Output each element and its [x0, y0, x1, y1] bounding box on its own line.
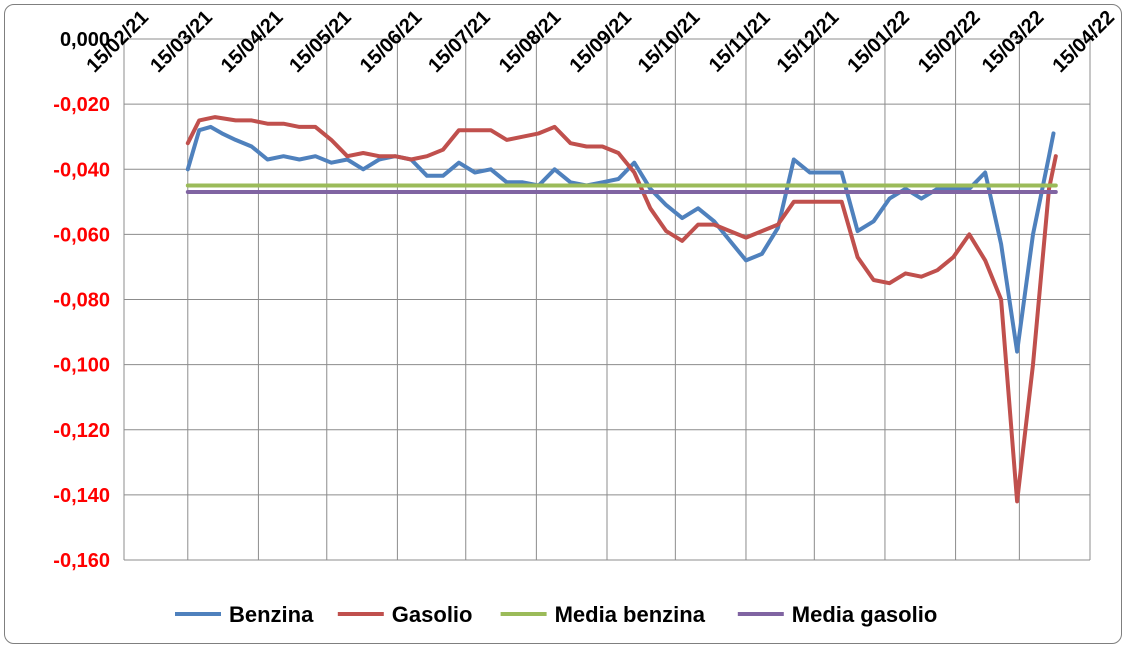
x-tick-label-group: 15/03/21 [146, 6, 217, 77]
y-tick-label: -0,080 [53, 290, 110, 312]
x-tick-label: 15/03/21 [146, 6, 217, 77]
legend-label: Benzina [229, 602, 314, 627]
x-tick-label-group: 15/06/21 [356, 6, 427, 77]
x-tick-label: 15/08/21 [495, 6, 566, 77]
x-tick-label: 15/10/21 [634, 6, 705, 77]
x-tick-label-group: 15/03/22 [978, 6, 1049, 77]
series-line-gasolio [185, 115, 1058, 504]
y-tick-label: 0,000 [60, 29, 110, 51]
x-tick-label-group: 15/04/21 [217, 6, 288, 77]
y-tick-label: -0,160 [53, 550, 110, 572]
x-tick-label: 15/03/22 [978, 6, 1049, 77]
x-tick-label-group: 15/10/21 [634, 6, 705, 77]
legend: Benzina Gasolio Media benzina Media gasolio [175, 602, 937, 627]
legend-label: Media gasolio [792, 602, 937, 627]
x-tick-label-group: 15/05/21 [285, 6, 356, 77]
x-tick-label-group: 15/02/22 [914, 6, 985, 77]
series-line-benzina [185, 124, 1056, 354]
x-tick-label: 15/11/21 [705, 7, 775, 77]
y-tick-label: -0,040 [53, 159, 110, 181]
y-tick-label: -0,120 [53, 420, 110, 442]
x-tick-label-group: 15/11/21 [705, 7, 775, 77]
grid-layer [123, 38, 1091, 561]
x-tick-label: 15/06/21 [356, 6, 427, 77]
x-tick-label-group: 15/04/22 [1048, 6, 1119, 77]
x-tick-label: 15/04/21 [217, 6, 288, 77]
legend-label: Gasolio [392, 602, 473, 627]
x-tick-label-group: 15/12/21 [773, 6, 844, 77]
x-tick-label-group: 15/01/22 [843, 6, 914, 77]
x-tick-label: 15/04/22 [1048, 6, 1119, 77]
y-tick-label: -0,140 [53, 485, 110, 507]
x-tick-label-group: 15/07/21 [424, 6, 495, 77]
chart-frame [4, 4, 1122, 644]
x-tick-label: 15/02/22 [914, 6, 985, 77]
x-tick-label-group: 15/09/21 [565, 6, 636, 77]
x-tick-label: 15/09/21 [565, 6, 636, 77]
x-tick-label: 15/07/21 [424, 6, 495, 77]
y-tick-label: -0,060 [53, 224, 110, 246]
y-tick-label: -0,020 [53, 94, 110, 116]
legend-label: Media benzina [555, 602, 706, 627]
x-tick-label-group: 15/08/21 [495, 6, 566, 77]
x-tick-label: 15/12/21 [773, 6, 844, 77]
series-layer [185, 115, 1058, 504]
x-tick-label: 15/05/21 [285, 6, 356, 77]
y-axis-ticks: 0,000 -0,020 -0,040 -0,060 -0,080 -0,100 -0,12… [53, 29, 110, 572]
y-tick-label: -0,100 [53, 355, 110, 377]
x-tick-label: 15/01/22 [843, 6, 914, 77]
